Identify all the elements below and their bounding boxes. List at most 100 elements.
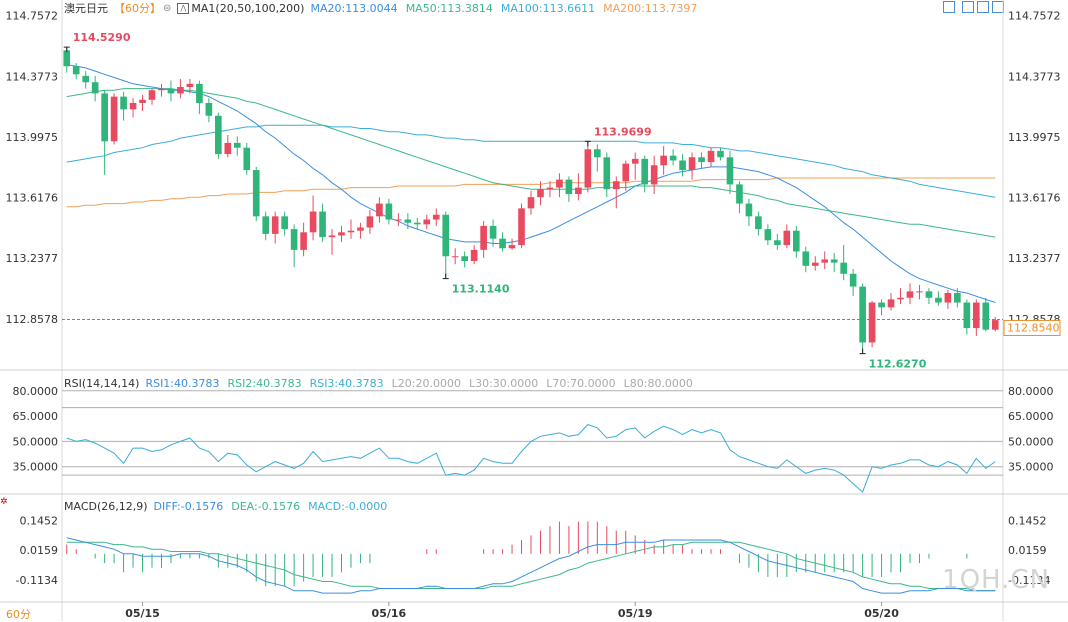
- candle-body: [944, 292, 952, 303]
- ma-value-0: MA20:113.0044: [310, 1, 398, 15]
- rsi-tick-left: 80.0000: [13, 385, 59, 398]
- candle-body: [641, 158, 649, 185]
- rsi-line: [66, 423, 996, 493]
- candle-body: [319, 211, 326, 238]
- rsi-value-0: RSI1:40.3783: [145, 376, 220, 390]
- candle-body: [215, 115, 222, 155]
- candle-body: [224, 142, 232, 155]
- candle-body: [338, 232, 345, 236]
- candle-body: [698, 157, 705, 163]
- candle-body: [906, 291, 914, 298]
- ma50-line: [66, 88, 996, 238]
- candle-body: [470, 249, 478, 262]
- symbol-title: 澳元日元: [64, 2, 108, 15]
- candle-body: [499, 238, 506, 249]
- candle-body: [63, 50, 71, 67]
- macd-tick-right: 0.1452: [1008, 514, 1047, 527]
- candle-body: [745, 203, 753, 217]
- diff-line: [66, 537, 996, 594]
- macd-value-2: MACD:-0.0000: [308, 499, 388, 513]
- candle-body: [404, 219, 412, 223]
- candle-body: [764, 229, 772, 241]
- candle-body: [688, 157, 696, 171]
- candle-body: [461, 256, 468, 262]
- macd-title[interactable]: MACD(26,12,9): [64, 499, 148, 513]
- cycle-icon[interactable]: ⊜: [163, 2, 172, 14]
- candle-body: [556, 179, 563, 188]
- rsi-tick-left: 50.0000: [13, 435, 59, 448]
- candle-body: [432, 214, 440, 220]
- candle-body: [357, 227, 364, 231]
- zoom-icon[interactable]: [943, 1, 955, 13]
- candle-body: [518, 208, 525, 246]
- candle-body: [622, 163, 630, 182]
- ma-value-3: MA200:113.7397: [603, 1, 698, 15]
- candle-body: [660, 155, 667, 166]
- period-tag[interactable]: 【60分】: [114, 2, 161, 15]
- candle-body: [887, 299, 895, 308]
- macd-value-0: DIFF:-0.1576: [153, 499, 224, 513]
- price-tick-left: 113.9975: [6, 131, 59, 144]
- time-label: 05/20: [864, 607, 899, 620]
- candle-body: [252, 170, 260, 217]
- candle-body: [717, 150, 724, 158]
- candle-body: [290, 229, 298, 250]
- period-button[interactable]: 60分: [6, 608, 31, 621]
- rsi-tick-right: 50.0000: [1008, 435, 1054, 448]
- rsi-value-5: L70:70.0000: [546, 376, 616, 390]
- candle-body: [262, 216, 270, 234]
- candle-body: [925, 291, 933, 298]
- candle-body: [489, 225, 497, 239]
- candle-body: [736, 184, 743, 204]
- ma-value-2: MA100:113.6611: [500, 1, 596, 15]
- candle-body: [537, 189, 544, 198]
- candle-body: [366, 216, 374, 228]
- candle-body: [480, 225, 487, 250]
- candle-body: [991, 320, 999, 330]
- rsi-tick-right: 80.0000: [1008, 385, 1054, 398]
- candle-body: [148, 90, 156, 100]
- candle-body: [755, 216, 762, 230]
- candle-body: [177, 87, 184, 94]
- ma-indicator-label[interactable]: MA1(20,50,100,200): [191, 1, 305, 15]
- time-label: 05/15: [125, 607, 160, 620]
- layout-icon[interactable]: [962, 1, 974, 13]
- candle-body: [281, 216, 288, 230]
- candle-body: [347, 230, 355, 233]
- candle-body: [167, 88, 175, 94]
- candle-body: [774, 240, 781, 246]
- rsi-value-2: RSI3:40.3783: [309, 376, 384, 390]
- candle-body: [868, 302, 876, 343]
- extreme-label: 114.5290: [73, 31, 131, 44]
- candle-body: [982, 302, 990, 330]
- candle-body: [423, 219, 431, 225]
- price-tick-left: 114.3773: [6, 70, 59, 83]
- rsi-title[interactable]: RSI(14,14,14): [64, 376, 140, 390]
- candle-body: [792, 230, 800, 252]
- rsi-value-4: L30:30.0000: [468, 376, 539, 390]
- candle-body: [413, 222, 421, 225]
- candle-body: [584, 149, 592, 188]
- rsi-value-1: RSI2:40.3783: [227, 376, 302, 390]
- candle-body: [972, 302, 980, 329]
- candle-body: [385, 203, 393, 220]
- price-tick-right: 113.6176: [1008, 192, 1061, 205]
- settings-icon[interactable]: ✲: [0, 497, 8, 507]
- price-tick-left: 113.6176: [6, 192, 59, 205]
- candle-body: [328, 235, 336, 238]
- candle-body: [631, 158, 639, 164]
- candle-body: [783, 230, 791, 246]
- candle-body: [916, 291, 923, 293]
- chart-type-icon[interactable]: [977, 1, 989, 13]
- candle-body: [594, 149, 601, 158]
- ma-value-1: MA50:113.3814: [405, 1, 493, 15]
- rsi-header: RSI(14,14,14) RSI1:40.3783 RSI2:40.3783 RS…: [64, 375, 707, 391]
- chart-header: 澳元日元 【60分】 ⊜ ⋀ MA1(20,50,100,200) MA20:1…: [64, 0, 711, 16]
- candle-body: [139, 99, 146, 103]
- rsi-values: RSI1:40.3783 RSI2:40.3783 RSI3:40.3783 L20:…: [145, 377, 701, 390]
- price-tick-right: 113.9975: [1008, 131, 1061, 144]
- rsi-tick-right: 35.0000: [1008, 461, 1054, 474]
- candle-body: [802, 251, 810, 266]
- rsi-value-6: L80:80.0000: [623, 376, 693, 390]
